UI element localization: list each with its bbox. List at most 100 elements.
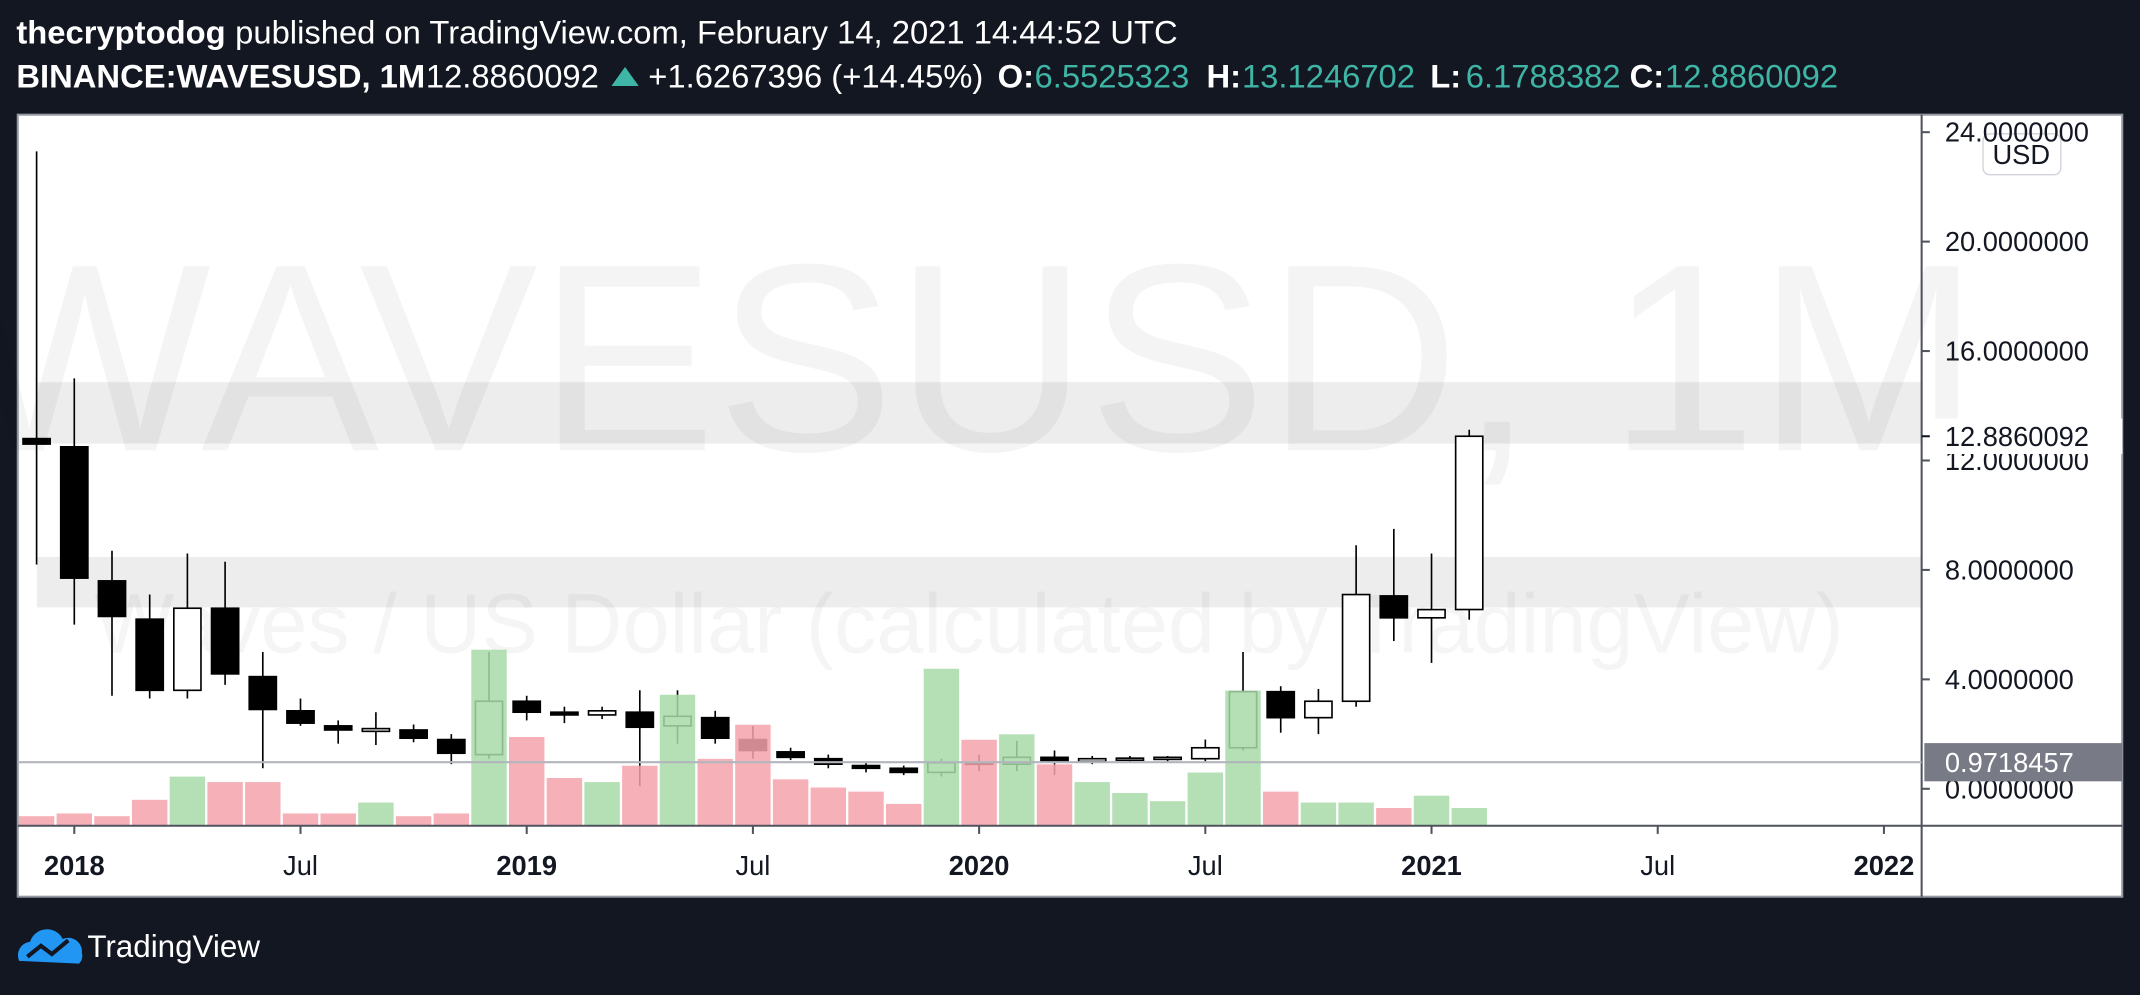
volume-bar [1262,791,1299,826]
candle-body [889,767,919,774]
x-tick-label: 2018 [44,850,105,881]
volume-bar [772,779,809,826]
volume-bar [1413,795,1450,826]
logo: TradingView [17,929,260,964]
volume-bar [471,649,507,826]
volume-bar [659,694,696,826]
candle-body [1190,746,1220,760]
candle-body [1040,756,1069,763]
candle-body [700,716,730,740]
volume-bar [735,724,771,826]
volume-bar [961,739,997,826]
low-label: L: [1430,57,1461,94]
last-price-box [1924,418,2123,454]
volume-bar [1451,807,1487,826]
header-line: thecryptodog published on TradingView.com… [16,14,1177,51]
volume-bar [18,816,55,826]
volume-bar [282,813,319,826]
logo-cloud [17,929,83,964]
x-tick-label: Jul [283,850,318,881]
volume-bar [1074,782,1110,826]
volume-bar [1112,792,1148,826]
candle-body [1417,608,1446,619]
volume-bar [622,765,658,826]
volume-bar [358,802,394,826]
currency-button[interactable]: USD [1982,133,2062,176]
candle-body [323,725,353,731]
candle-body [436,738,466,755]
candle-body [286,710,315,724]
last-price: 12.8860092 [426,57,599,94]
volume-bar [131,799,168,826]
price-line-label: 0.9718457 [1945,747,2074,778]
candle-body [1454,435,1484,611]
volume-bar [94,816,130,826]
volume-bar [999,734,1035,826]
candle-body [1266,690,1296,719]
volume-bar [810,787,847,826]
candle-body [361,727,391,733]
symbol: BINANCE:WAVESUSD, 1M [16,57,425,94]
x-tick-label: 2019 [496,850,557,881]
candle-body [210,607,240,675]
x-tick-label: Jul [735,850,770,881]
candle-body [1115,757,1145,762]
volume-bar [207,782,243,826]
volume-bar [320,813,356,826]
volume-bar [508,737,545,826]
logo-line [26,938,70,959]
candle-body [587,710,617,716]
close-value: 12.8860092 [1665,57,1838,94]
candle-body [1304,700,1333,719]
candle-body [550,711,579,716]
zone [36,556,1922,608]
x-tick-label: 2021 [1401,850,1462,881]
candle-body [59,445,89,579]
candle-body [776,751,805,759]
volume-bar [697,758,733,826]
volume-bar [923,668,960,826]
y-tick-label: 16.0000000 [1945,336,2089,367]
last-price-label: 12.8860092 [1945,421,2089,452]
close-label: C: [1630,57,1665,94]
volume-bar [1376,807,1412,826]
volume-bar [546,777,583,826]
y-tick-label: 24.0000000 [1945,117,2089,148]
volume-bar [1149,801,1186,826]
candle-body [22,437,51,445]
currency-button-frame[interactable] [1982,133,2062,176]
author: thecryptodog [16,14,225,51]
candle-body [173,607,202,692]
volume-bar [56,813,93,826]
volume-bar [848,791,884,826]
y-tick-label: 20.0000000 [1945,226,2089,257]
change: +1.6267396 (+14.45%) [648,57,983,94]
x-tick-label: 2020 [949,850,1010,881]
candle-body [1341,593,1371,703]
candle-body [135,618,165,692]
y-tick-label: 8.0000000 [1945,554,2074,585]
open-label: O: [998,57,1034,94]
up-arrow [611,66,639,87]
high-label: H: [1206,57,1241,94]
price-line-label-box [1924,743,2123,782]
published: published on TradingView.com, February 1… [235,14,1177,51]
volume-bar [1187,772,1224,826]
open-value: 6.5525323 [1035,57,1190,94]
currency[interactable]: USD [1992,139,2050,170]
volume-bar [169,776,206,826]
volume-bar [1036,764,1073,826]
plot-area: WAVESUSD, 1M Waves / US Dollar (calculat… [0,151,1980,826]
candle-body [97,580,127,618]
volume-bar [1225,690,1261,826]
volume-bar [584,782,620,826]
x-tick-label: Jul [1188,850,1223,881]
zone [36,382,1922,444]
y-tick-label: 4.0000000 [1945,664,2074,695]
candle-body [248,675,278,711]
candle-body [399,729,428,740]
volume-bar [395,816,432,826]
volume-bar [1338,802,1374,826]
